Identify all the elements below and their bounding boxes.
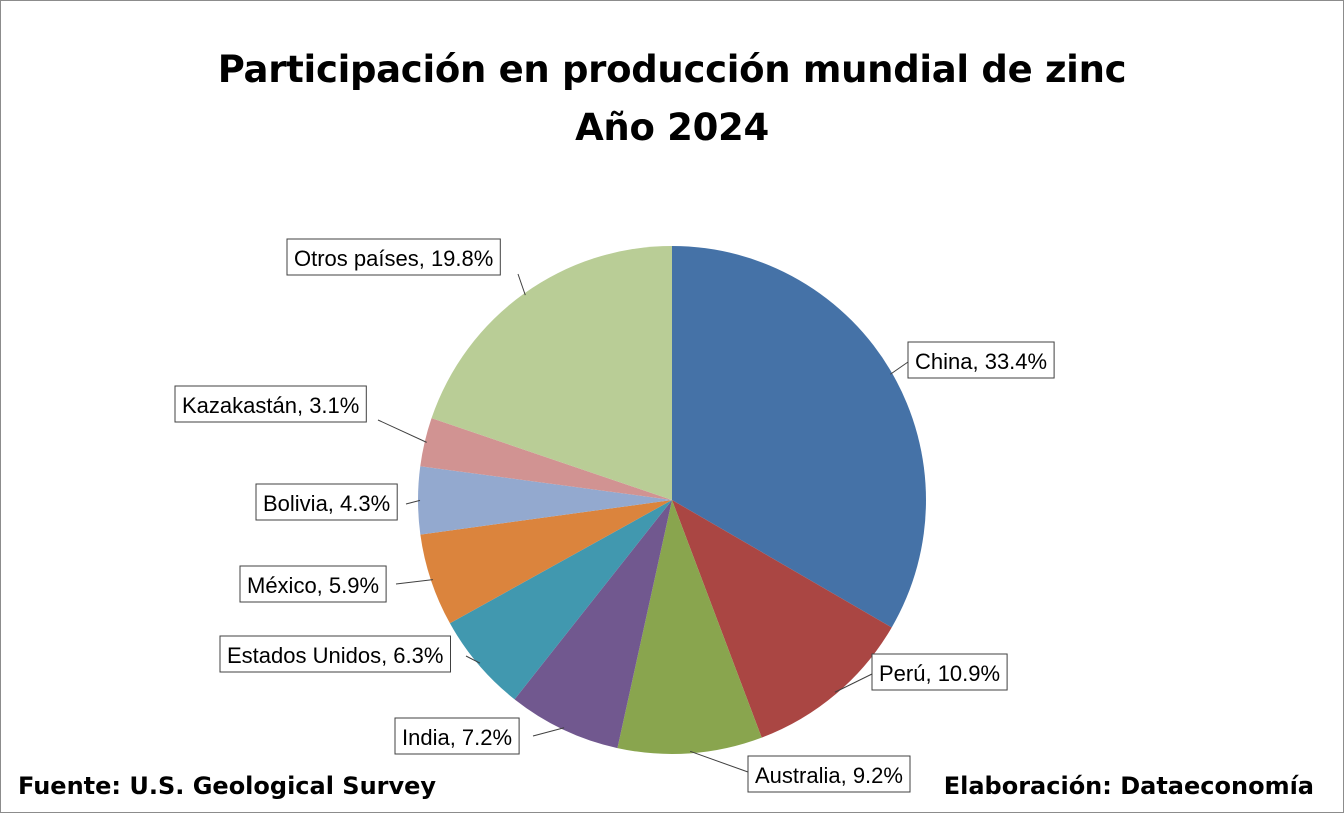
data-label: India, 7.2% <box>402 725 512 750</box>
data-label-box <box>907 341 1055 379</box>
data-label: Australia, 9.2% <box>755 763 903 788</box>
pie-slice-perú <box>672 500 892 738</box>
leader-line <box>834 673 873 693</box>
data-label-box <box>286 238 501 276</box>
pie-slice-estados-unidos <box>449 500 672 700</box>
chart-title: Participación en producción mundial de z… <box>217 48 1127 91</box>
pie-slice-otros-países <box>431 246 672 500</box>
leader-line <box>377 419 427 443</box>
leader-line <box>465 655 481 664</box>
data-label: Perú, 10.9% <box>879 661 1000 686</box>
data-label-box <box>394 717 520 755</box>
data-label: Bolivia, 4.3% <box>263 491 390 516</box>
data-label-box <box>174 385 367 423</box>
leader-line <box>395 579 433 585</box>
data-label: México, 5.9% <box>247 573 379 598</box>
data-label-box <box>255 483 398 521</box>
credit-note: Elaboración: Dataeconomía <box>943 772 1314 800</box>
chart-subtitle: Año 2024 <box>575 106 769 149</box>
data-label-box <box>747 755 911 793</box>
data-label: Otros países, 19.8% <box>294 246 493 271</box>
source-note: Fuente: U.S. Geological Survey <box>18 772 437 800</box>
data-label: Estados Unidos, 6.3% <box>227 643 443 668</box>
data-label-box <box>871 653 1008 691</box>
data-label-box <box>219 635 451 673</box>
pie-slice-kazakastán <box>420 418 672 500</box>
leader-line <box>532 727 565 737</box>
pie-slice-china <box>672 246 926 628</box>
pie-slice-bolivia <box>418 466 672 535</box>
leader-line <box>405 499 421 505</box>
data-label-box <box>239 565 387 603</box>
data-label: China, 33.4% <box>915 349 1047 374</box>
pie-slice-australia <box>617 500 762 755</box>
pie-slice-india <box>514 500 672 749</box>
pie-slice-méxico <box>420 500 672 624</box>
leader-line <box>890 361 909 375</box>
data-label: Kazakastán, 3.1% <box>182 393 359 418</box>
leader-line <box>690 750 749 773</box>
leader-line <box>517 273 526 296</box>
